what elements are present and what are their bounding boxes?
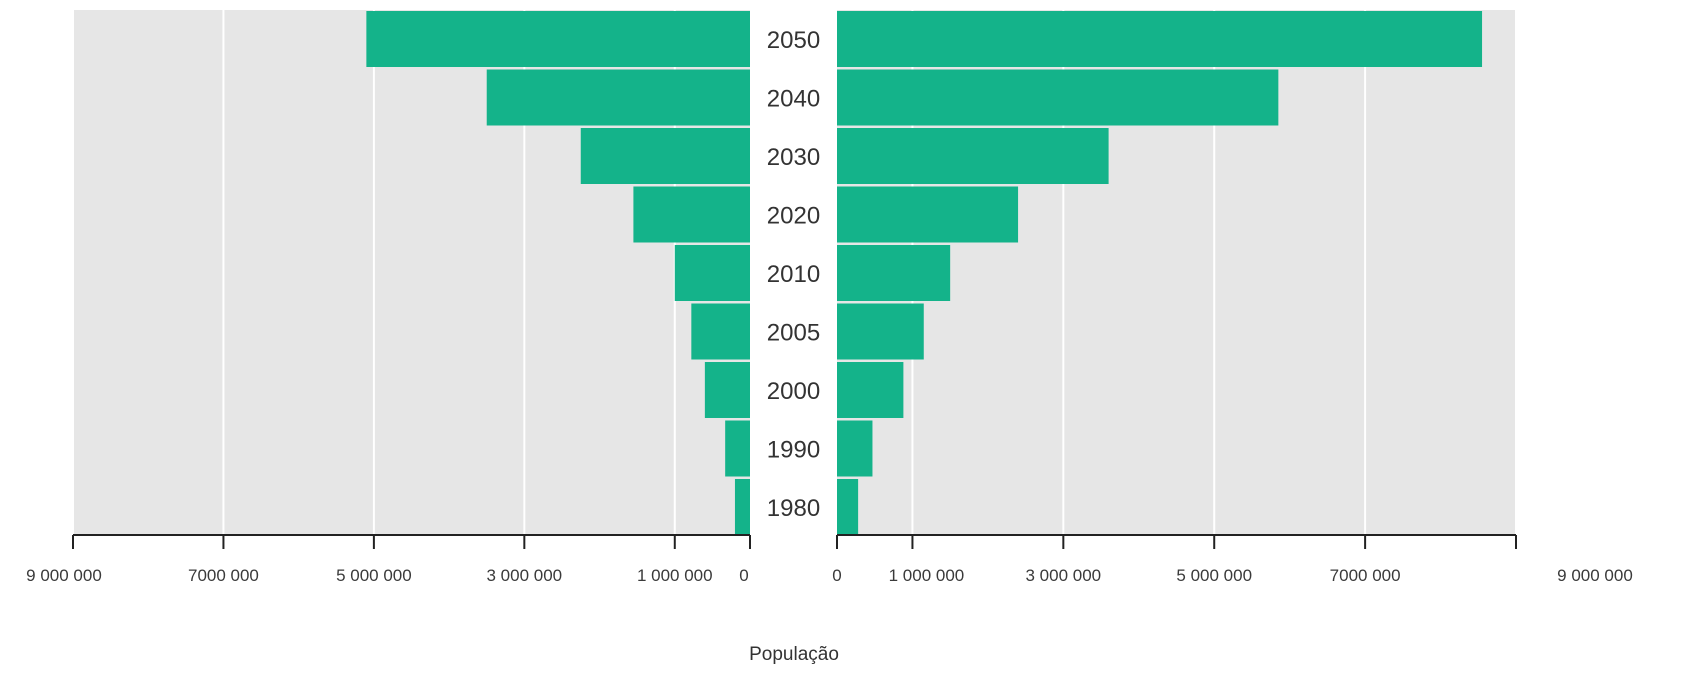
bar-left-2020 <box>633 186 750 243</box>
right-tick-label: 5 000 000 <box>1176 566 1252 585</box>
bar-right-1990 <box>837 420 873 477</box>
year-label-2050: 2050 <box>767 27 820 54</box>
bars <box>366 11 1483 535</box>
bar-left-2030 <box>580 128 750 184</box>
left-tick-label: 9 000 000 <box>26 566 102 585</box>
bar-left-2000 <box>704 362 750 418</box>
left-tick-label: 5 000 000 <box>336 566 412 585</box>
labels: 2050 2040 2030 2020 2010 2005 2000 1990 1980 9 00… <box>26 27 1633 585</box>
year-label-1990: 1990 <box>767 437 820 464</box>
year-label-2020: 2020 <box>767 203 820 230</box>
year-label-2005: 2005 <box>767 320 820 347</box>
bar-left-2050 <box>366 11 750 67</box>
left-tick-label: 7000 000 <box>188 566 259 585</box>
bar-left-2005 <box>691 303 750 360</box>
bar-left-2010 <box>674 245 750 301</box>
year-label-2040: 2040 <box>767 86 820 113</box>
bar-left-1980 <box>734 479 750 535</box>
bar-right-1980 <box>837 479 859 535</box>
right-tick-label: 7000 000 <box>1330 566 1401 585</box>
bar-left-1990 <box>725 420 750 477</box>
bar-right-2005 <box>837 303 924 360</box>
left-tick-label: 3 000 000 <box>487 566 563 585</box>
left-tick-label: 0 <box>739 566 748 585</box>
right-tick-label: 3 000 000 <box>1026 566 1102 585</box>
x-axis-title: População <box>749 644 839 665</box>
year-label-2010: 2010 <box>767 261 820 288</box>
year-label-2000: 2000 <box>767 378 820 405</box>
bar-right-2030 <box>837 128 1109 184</box>
bar-right-2010 <box>837 245 951 301</box>
year-label-2030: 2030 <box>767 144 820 171</box>
year-label-1980: 1980 <box>767 495 820 522</box>
bar-right-2040 <box>837 69 1279 126</box>
left-tick-label: 1 000 000 <box>637 566 713 585</box>
right-tick-label: 0 <box>832 566 841 585</box>
bar-right-2020 <box>837 186 1019 243</box>
bar-right-2000 <box>837 362 904 418</box>
axes <box>72 534 1517 549</box>
bar-left-2040 <box>486 69 750 126</box>
bar-right-2050 <box>837 11 1483 67</box>
right-tick-label: 1 000 000 <box>889 566 965 585</box>
right-tick-label: 9 000 000 <box>1557 566 1633 585</box>
